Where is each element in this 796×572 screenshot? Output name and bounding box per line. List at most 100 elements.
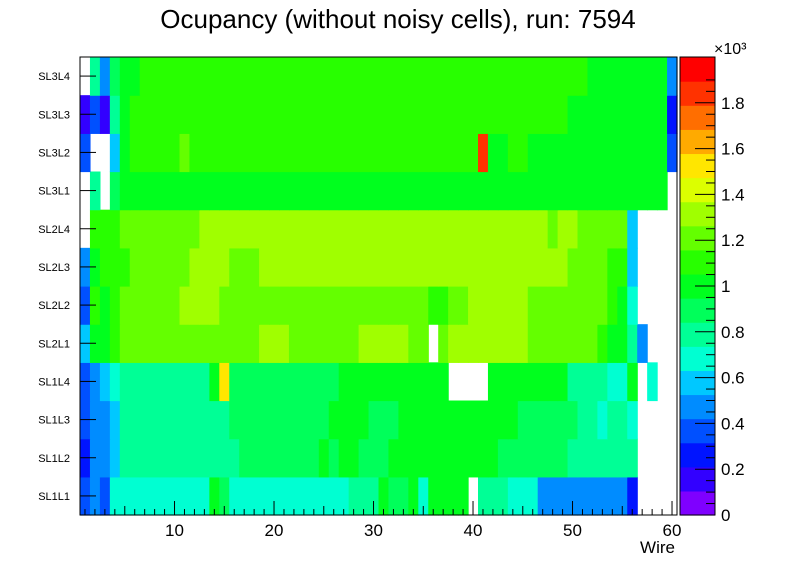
heatmap-cell xyxy=(597,286,608,325)
heatmap-cell xyxy=(348,57,360,96)
heatmap-cell xyxy=(587,438,598,478)
colorbar: 0 0.2 0.4 0.6 0.8 1 1.2 1.4 1.6 1.8 xyxy=(679,56,745,525)
heatmap-cell xyxy=(418,362,429,402)
heatmap-cell xyxy=(99,57,111,96)
heatmap-cell xyxy=(537,362,549,402)
heatmap-cell xyxy=(348,324,360,363)
heatmap-cell xyxy=(438,133,449,173)
heatmap-cell xyxy=(269,286,280,325)
heatmap-cell xyxy=(368,247,380,287)
heatmap-cell xyxy=(259,133,270,173)
heatmap-cell xyxy=(487,362,499,402)
heatmap-cell xyxy=(517,400,529,440)
heatmap-cell xyxy=(229,362,240,402)
heatmap-cell xyxy=(328,476,340,516)
heatmap-cell xyxy=(109,324,121,363)
heatmap-cell xyxy=(408,57,419,96)
heatmap-cell xyxy=(428,247,439,287)
heatmap-cell xyxy=(507,438,519,478)
heatmap-cell xyxy=(448,476,459,516)
heatmap-cell xyxy=(298,133,310,173)
heatmap-cell xyxy=(199,95,210,134)
colorbar-tick-label: 0.2 xyxy=(721,460,745,479)
heatmap-cell xyxy=(328,95,340,134)
heatmap-cell xyxy=(368,286,380,325)
heatmap-cell xyxy=(169,171,181,211)
heatmap-cell xyxy=(149,171,161,211)
heatmap-cell xyxy=(478,476,489,516)
heatmap-cell xyxy=(199,438,210,478)
heatmap-cell xyxy=(219,209,230,249)
heatmap-cell xyxy=(627,209,638,249)
heatmap-cell xyxy=(239,247,250,287)
heatmap-cell xyxy=(388,438,399,478)
heatmap-cell xyxy=(478,133,489,173)
heatmap-cell xyxy=(497,247,509,287)
heatmap-cell xyxy=(507,247,519,287)
heatmap-cell xyxy=(637,95,648,134)
heatmap-cell xyxy=(547,438,559,478)
heatmap-cell xyxy=(378,362,390,402)
heatmap-cell xyxy=(607,324,618,363)
heatmap-cell xyxy=(338,133,350,173)
heatmap-cell xyxy=(109,95,121,134)
heatmap-cell xyxy=(199,286,210,325)
heatmap-cell xyxy=(159,438,171,478)
heatmap-cell xyxy=(428,476,439,516)
heatmap-cell xyxy=(597,209,608,249)
heatmap-cell xyxy=(139,362,151,402)
heatmap-cell xyxy=(487,171,499,211)
heatmap-cell xyxy=(338,362,350,402)
heatmap-cell xyxy=(149,438,161,478)
heatmap-cell xyxy=(468,95,479,134)
heatmap-cell xyxy=(408,133,419,173)
heatmap-cell xyxy=(517,171,529,211)
heatmap-cell xyxy=(169,247,181,287)
heatmap-cell xyxy=(478,400,489,440)
heatmap-cell xyxy=(617,133,628,173)
heatmap-cell xyxy=(288,171,300,211)
y-tick-label: SL1L2 xyxy=(38,453,70,465)
heatmap-cell xyxy=(249,57,260,96)
heatmap-cell xyxy=(279,247,290,287)
heatmap-cell xyxy=(497,133,509,173)
heatmap-cell xyxy=(587,133,598,173)
colorbar-tick-label: 0.6 xyxy=(721,369,745,388)
heatmap-cell xyxy=(239,438,250,478)
heatmap-cell xyxy=(597,133,608,173)
heatmap-cell xyxy=(627,286,638,325)
heatmap-cell xyxy=(657,95,668,134)
heatmap-cell xyxy=(269,476,280,516)
heatmap-cell xyxy=(667,95,678,134)
heatmap-cell xyxy=(647,57,658,96)
heatmap-cell xyxy=(239,476,250,516)
heatmap-cell xyxy=(448,247,459,287)
heatmap-cell xyxy=(667,133,678,173)
heatmap-cell xyxy=(239,362,250,402)
heatmap-cell xyxy=(298,362,310,402)
heatmap-cell xyxy=(607,286,618,325)
heatmap-cell xyxy=(338,324,350,363)
heatmap-cell xyxy=(597,400,608,440)
heatmap-cell xyxy=(358,209,370,249)
heatmap-cell xyxy=(388,171,399,211)
heatmap-cell xyxy=(398,95,409,134)
heatmap-cell xyxy=(597,476,608,516)
heatmap-cell xyxy=(328,400,340,440)
heatmap-cell xyxy=(577,171,589,211)
heatmap-cell xyxy=(199,400,210,440)
heatmap-cell xyxy=(438,476,449,516)
heatmap-cell xyxy=(249,286,260,325)
heatmap-cell xyxy=(109,438,121,478)
heatmap-cell xyxy=(259,476,270,516)
heatmap-cell xyxy=(358,95,370,134)
heatmap-cell xyxy=(468,247,479,287)
heatmap-cell xyxy=(617,362,628,402)
x-tick-label: 10 xyxy=(165,521,184,540)
heatmap-cell xyxy=(478,247,489,287)
heatmap-cell xyxy=(478,286,489,325)
heatmap-cell xyxy=(408,286,419,325)
heatmap-cell xyxy=(219,247,230,287)
heatmap-cell xyxy=(358,57,370,96)
heatmap-cell xyxy=(109,171,121,211)
